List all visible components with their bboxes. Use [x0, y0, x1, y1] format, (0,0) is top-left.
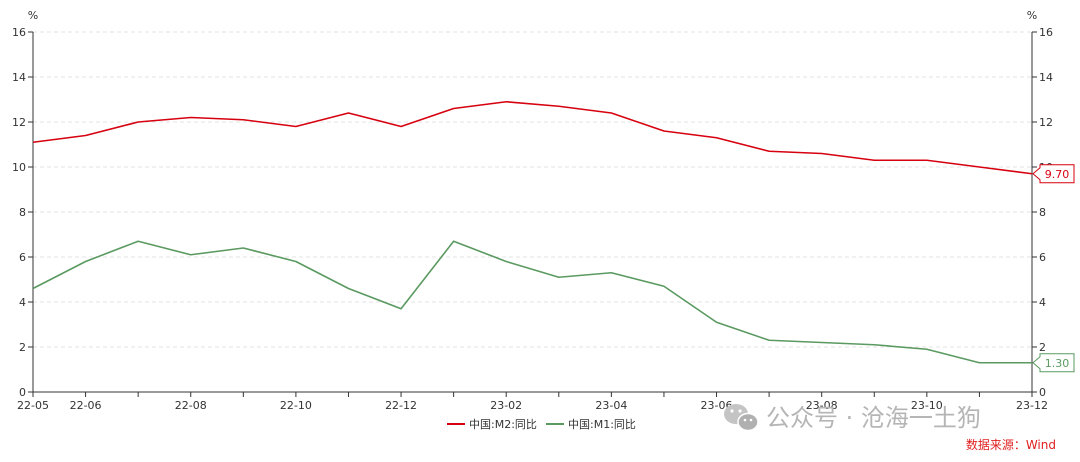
end-label-1: 1.30: [1032, 353, 1075, 373]
y-tick-label-right: 0: [1039, 386, 1046, 399]
x-tick-label: 23-10: [911, 399, 943, 412]
y-unit-right: %: [1027, 9, 1037, 22]
x-tick-label: 23-02: [490, 399, 522, 412]
legend-item-0: 中国:M2:同比: [447, 418, 537, 431]
x-tick-label: 23-06: [701, 399, 733, 412]
series-line-0: [32, 100, 1033, 175]
end-label-text: 9.70: [1045, 168, 1070, 181]
y-tick-label-right: 14: [1039, 71, 1053, 84]
y-tick-label: 12: [12, 116, 26, 129]
y-tick-label: 6: [19, 251, 26, 264]
legend-item-1: 中国:M1:同比: [546, 418, 636, 431]
y-tick-label: 2: [19, 341, 26, 354]
y-axis-left: 0 2 4 6 8 10 12 14 16: [12, 26, 33, 399]
legend: 中国:M2:同比 中国:M1:同比: [447, 418, 636, 431]
x-tick-label: 22-06: [70, 399, 102, 412]
x-tick-label: 23-12: [1016, 399, 1048, 412]
end-label-text: 1.30: [1045, 357, 1070, 370]
y-tick-label: 10: [12, 161, 26, 174]
y-tick-label: 14: [12, 71, 26, 84]
x-tick-label: 23-08: [806, 399, 838, 412]
y-tick-label: 16: [12, 26, 26, 39]
grid-lines: [33, 31, 1032, 348]
x-tick-label: 22-12: [385, 399, 417, 412]
y-tick-label-right: 2: [1039, 341, 1046, 354]
x-axis: 22-05 22-06 22-08 22-10 22-12 23-02 23-04 23-06…: [17, 392, 1048, 412]
y-tick-label-right: 12: [1039, 116, 1053, 129]
end-label-0: 9.70: [1032, 164, 1075, 184]
y-tick-label-right: 4: [1039, 296, 1046, 309]
series-line-1: [32, 240, 1032, 364]
end-labels: 9.70 1.30: [1032, 164, 1075, 373]
y-tick-label-right: 16: [1039, 26, 1053, 39]
watermark: 公众号 · 沧海一土狗: [724, 404, 981, 432]
y-tick-label: 8: [19, 206, 26, 219]
y-tick-label: 0: [19, 386, 26, 399]
end-label-box: [1032, 353, 1075, 373]
legend-label: 中国:M1:同比: [568, 418, 636, 431]
end-label-box: [1032, 164, 1075, 184]
y-tick-label-right: 8: [1039, 206, 1046, 219]
x-tick-label: 22-05: [17, 399, 49, 412]
x-tick-label: 23-04: [595, 399, 627, 412]
y-tick-label: 4: [19, 296, 26, 309]
wechat-icon: [724, 404, 759, 432]
x-tick-label: 22-10: [280, 399, 312, 412]
y-tick-label-right: 6: [1039, 251, 1046, 264]
series-lines: [32, 100, 1033, 364]
legend-label: 中国:M2:同比: [469, 418, 537, 431]
watermark-text: 公众号 · 沧海一土狗: [766, 404, 981, 432]
x-tick-label: 22-08: [175, 399, 207, 412]
y-unit-left: %: [28, 9, 38, 22]
data-source: 数据来源：Wind: [966, 437, 1056, 452]
